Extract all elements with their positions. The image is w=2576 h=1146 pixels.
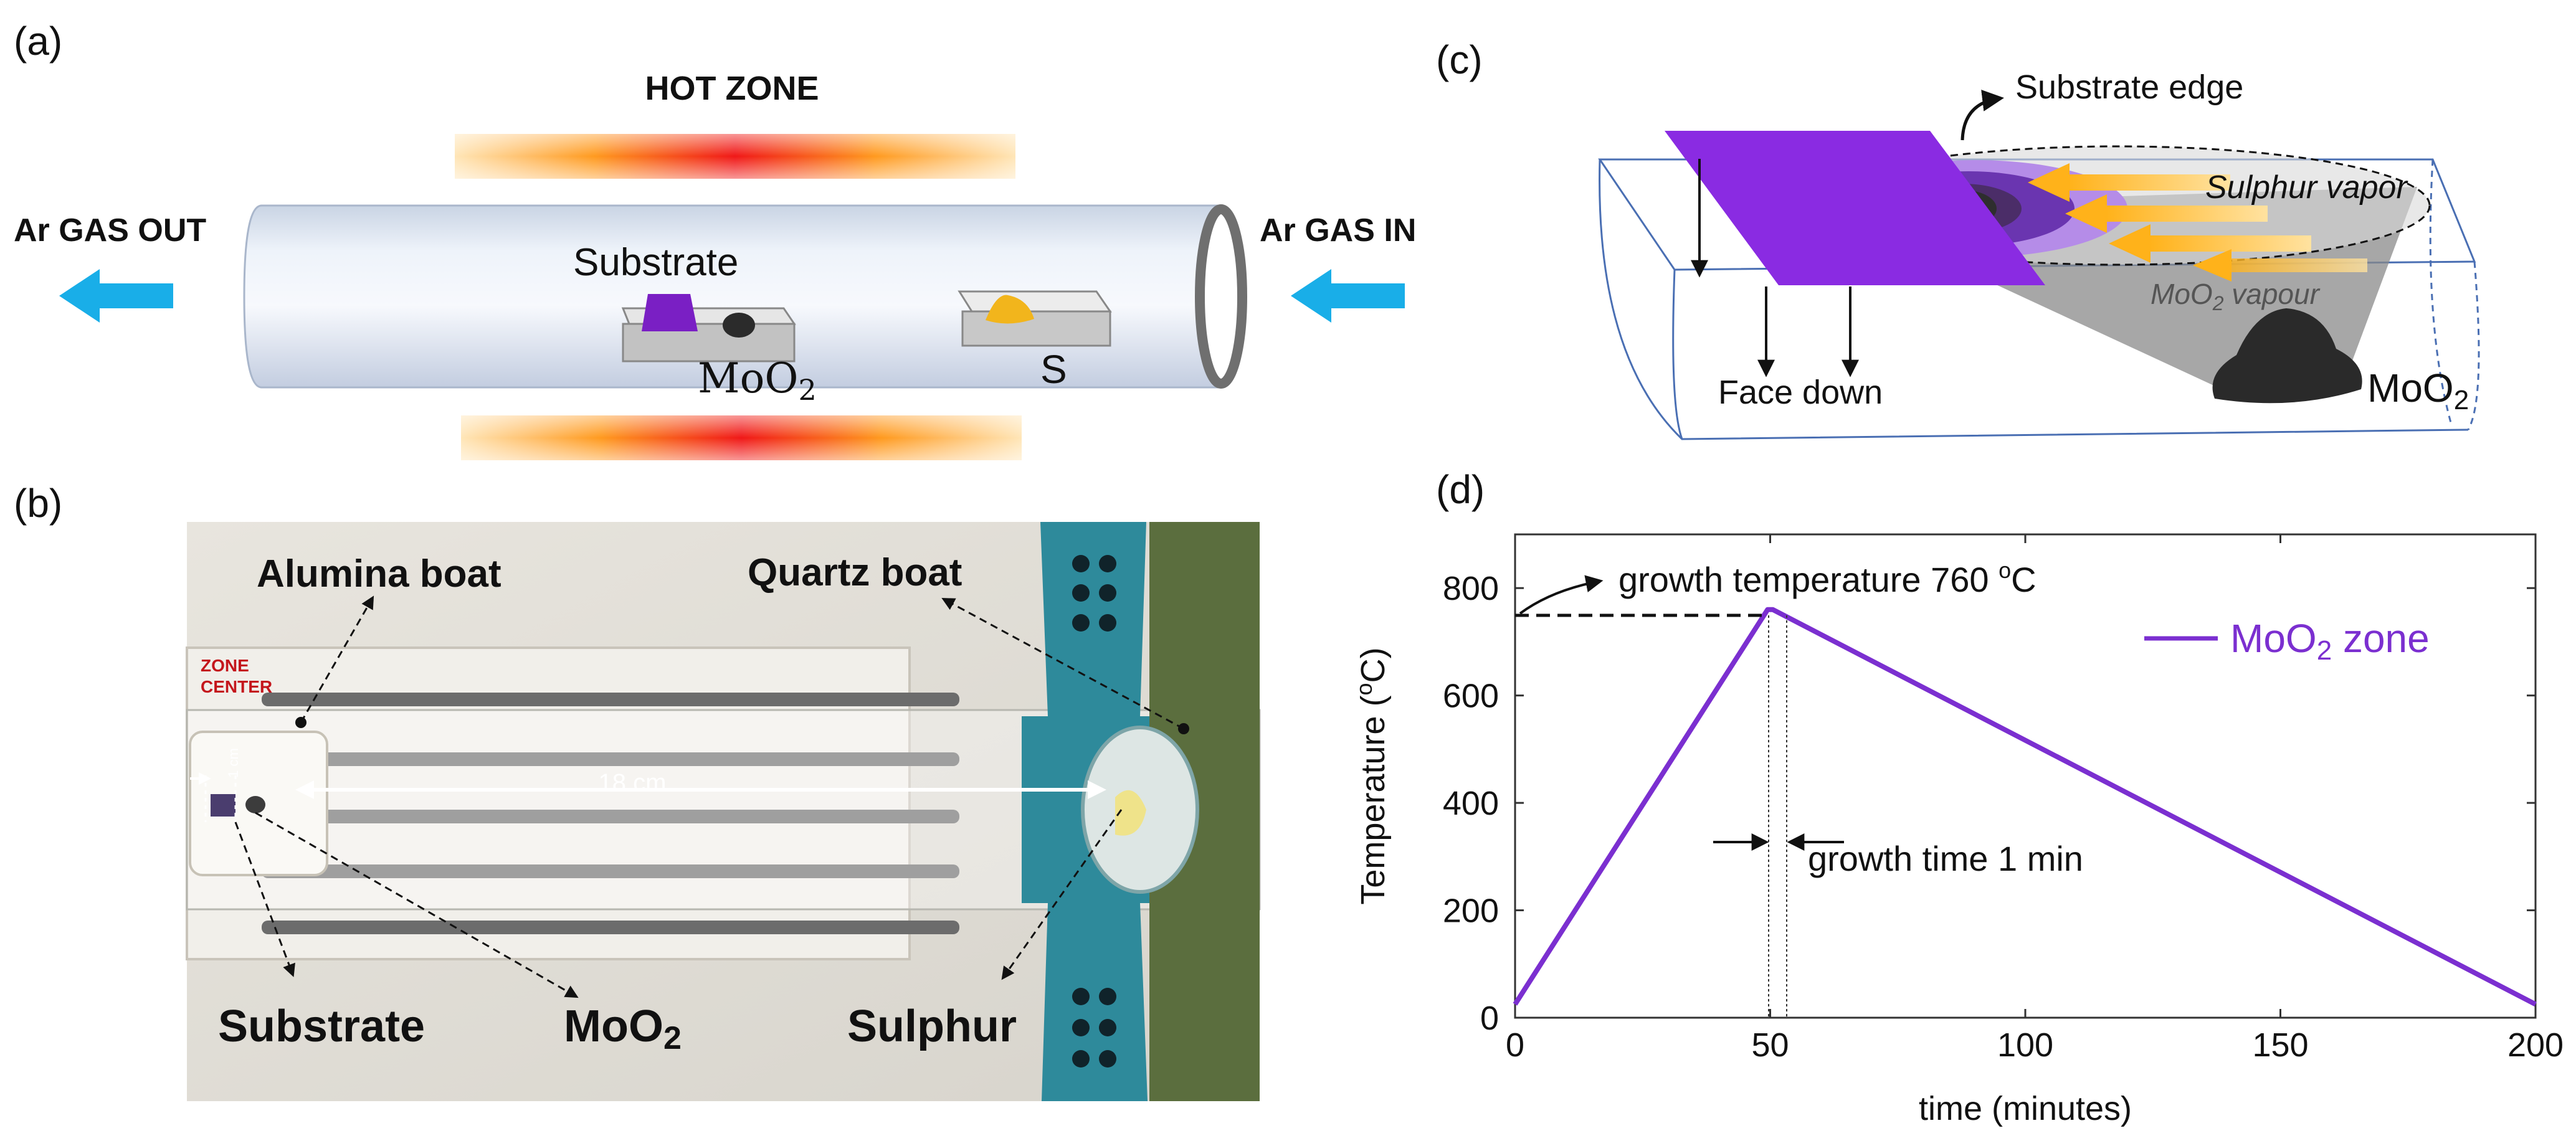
substrate-label-a: Substrate	[573, 241, 738, 284]
zone-center-label: ZONE CENTER	[201, 656, 272, 696]
panel-c: (c) Sulphur vapor MoO2 vapour	[1436, 37, 2480, 440]
face-down-label: Face down	[1718, 374, 1883, 411]
hot-zone-label: HOT ZONE	[645, 70, 819, 107]
substrate-edge-label: Substrate edge	[2015, 69, 2243, 106]
sulfur-boat	[958, 290, 1112, 347]
moo2-label-b: MoO2	[564, 1002, 682, 1056]
sulphur-vapor-arrows	[2028, 163, 2367, 282]
substrate-edge-arrow	[1961, 89, 2004, 141]
substrate-face-down	[1665, 131, 2045, 285]
quartz-boat-label: Quartz boat	[748, 551, 962, 594]
substrate-pointer	[234, 822, 295, 977]
substrate-label-b: Substrate	[218, 1002, 425, 1051]
temperature-chart: 0 50 100 150 200 0 200 400 600 800 time (minutes)…	[1351, 533, 2564, 1127]
y-tick-label: 200	[1443, 893, 1499, 930]
moo2-pile	[2212, 308, 2362, 404]
plot-frame	[1514, 533, 2537, 1019]
gas-out-arrow	[59, 269, 173, 323]
moo2-vapour-label: MoO2 vapour	[2151, 278, 2321, 315]
x-tick-label: 0	[1506, 1026, 1524, 1064]
legend-label: MoO2 zone	[2230, 616, 2430, 666]
scale-label: 1 cm	[226, 748, 241, 778]
x-tick-label: 100	[1997, 1026, 2053, 1064]
moo2-label-a: MoO2	[698, 354, 817, 407]
panel-a: (a) HOT ZONE Substrate MoO2 S Ar GAS	[14, 19, 1416, 460]
sulphur-pointer	[1001, 809, 1123, 980]
gas-in-label: Ar GAS IN	[1260, 212, 1416, 249]
x-axis-label: time (minutes)	[1919, 1090, 2132, 1127]
x-tick-label: 150	[2252, 1026, 2308, 1064]
sulfur-label-a: S	[1040, 347, 1067, 392]
heating-coils	[262, 693, 959, 934]
panel-b: (b)	[14, 481, 1261, 1101]
distance-label: 18 cm	[599, 769, 667, 797]
substrate-square	[642, 294, 698, 331]
face-down-arrows	[1691, 159, 1859, 377]
quartz-boat-pointer	[941, 598, 1184, 730]
moo2-label-c: MoO2	[2367, 366, 2469, 415]
panel-a-label: (a)	[14, 19, 62, 64]
gas-out-label: Ar GAS OUT	[14, 212, 206, 249]
y-tick-label: 800	[1443, 570, 1499, 607]
setup-photo: 1 cm	[186, 522, 1261, 1101]
photo-sulphur	[1115, 790, 1146, 836]
growth-time-label: growth time 1 min	[1808, 839, 2083, 878]
panel-d: (d) 0 50 100 150 200 0 200 400 600 800 time (minu…	[1351, 467, 2564, 1127]
substrate-boat	[621, 294, 796, 362]
y-tick-label: 600	[1443, 678, 1499, 715]
growth-temperature-label: growth temperature 760 oC	[1618, 557, 2037, 599]
photo-substrate	[211, 794, 235, 817]
sulphur-label-b: Sulphur	[847, 1002, 1017, 1051]
y-tick-label: 400	[1443, 785, 1499, 822]
alumina-boat-label: Alumina boat	[257, 552, 501, 595]
x-tick-label: 200	[2507, 1026, 2564, 1064]
series-line-moo2-zone	[1513, 607, 2537, 1006]
sulphur-vapor-label: Sulphur vapor	[2205, 169, 2408, 206]
panel-c-label: (c)	[1436, 37, 1483, 82]
y-axis-label: Temperature (oC)	[1351, 647, 1392, 904]
x-tick-label: 50	[1751, 1026, 1789, 1064]
sulfur-powder	[986, 295, 1034, 324]
y-tick-label: 0	[1480, 1000, 1499, 1037]
growth-temperature-arrow	[1519, 575, 1604, 615]
moo2-powder	[723, 313, 755, 338]
panel-d-label: (d)	[1436, 467, 1485, 512]
panel-b-label: (b)	[14, 481, 62, 526]
gas-in-arrow	[1291, 269, 1405, 323]
